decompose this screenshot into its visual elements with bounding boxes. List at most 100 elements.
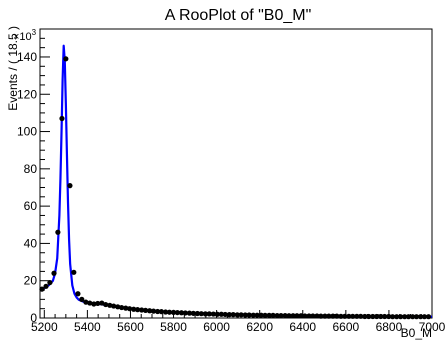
data-point [274, 312, 280, 319]
data-point [298, 313, 304, 319]
data-point [91, 301, 97, 307]
data-point [290, 313, 296, 319]
data-point [162, 309, 169, 315]
data-marker [230, 312, 236, 318]
data-marker [51, 270, 57, 276]
y-axis-exponent-base: ×10 [13, 31, 32, 43]
data-marker [402, 314, 408, 320]
data-point [326, 313, 332, 319]
data-marker [115, 304, 121, 310]
data-point [166, 309, 173, 315]
data-point [413, 314, 420, 320]
data-point [405, 314, 412, 320]
data-point [386, 313, 392, 320]
data-marker [258, 312, 264, 318]
data-marker [362, 313, 368, 320]
data-marker [103, 301, 109, 308]
data-point [362, 313, 368, 320]
y-tick-label: 80 [24, 162, 38, 176]
data-marker [218, 311, 224, 317]
data-point [234, 312, 240, 318]
data-marker [314, 313, 320, 319]
data-marker [194, 310, 201, 317]
data-point [318, 313, 324, 319]
y-axis-ticks: 0 20 40 60 80 100 120 140 [17, 28, 50, 325]
fit-curve [39, 44, 433, 318]
data-marker [282, 312, 288, 319]
data-marker [150, 308, 157, 314]
data-marker [59, 115, 65, 122]
data-marker [382, 313, 388, 320]
data-marker [290, 313, 296, 319]
data-point [178, 310, 185, 316]
data-marker [142, 307, 149, 313]
y-tick-label: 20 [24, 274, 38, 288]
data-point [119, 304, 125, 311]
fit-curve-layer [39, 44, 433, 318]
data-point [186, 310, 193, 316]
data-point [282, 312, 288, 319]
data-marker [158, 309, 165, 315]
data-marker [234, 312, 240, 318]
data-points-layer [39, 56, 432, 320]
data-point [111, 303, 117, 309]
data-marker [421, 314, 428, 320]
data-marker [127, 306, 133, 312]
x-tick-label: 5800 [160, 320, 187, 334]
data-marker [405, 314, 412, 320]
data-point [218, 311, 224, 317]
data-point [210, 311, 216, 317]
x-tick-label: 5400 [74, 320, 101, 334]
y-tick-label: 60 [24, 199, 38, 213]
data-point [246, 312, 252, 318]
data-marker [250, 312, 256, 318]
data-marker [83, 299, 89, 305]
data-point [55, 229, 61, 235]
data-marker [366, 313, 372, 320]
data-marker [334, 313, 340, 319]
data-point [127, 306, 133, 312]
y-tick-label: 120 [17, 87, 37, 101]
data-point [47, 279, 53, 286]
data-point [194, 310, 201, 317]
data-marker [147, 308, 153, 314]
data-marker [394, 314, 400, 320]
data-marker [389, 314, 396, 320]
data-point [87, 300, 93, 306]
data-point [155, 308, 161, 315]
data-point [222, 311, 228, 318]
data-point [374, 313, 380, 320]
data-point [123, 305, 129, 311]
x-tick-label: 6000 [203, 320, 230, 334]
data-marker [119, 304, 125, 311]
data-point [394, 314, 400, 320]
data-marker [75, 291, 81, 297]
plot-frame [39, 28, 433, 319]
data-point [230, 312, 236, 318]
data-marker [298, 313, 304, 319]
data-point [254, 312, 260, 318]
data-marker [91, 301, 97, 307]
data-point [71, 269, 77, 275]
data-point [39, 286, 45, 292]
data-marker [386, 313, 392, 320]
x-tick-label: 5200 [31, 320, 58, 334]
data-marker [378, 313, 384, 320]
data-point [358, 313, 364, 319]
data-marker [350, 313, 356, 319]
data-marker [342, 313, 348, 319]
data-point [266, 312, 272, 318]
data-marker [242, 312, 248, 318]
data-point [366, 313, 372, 320]
data-point [278, 312, 284, 319]
data-point [286, 313, 292, 319]
data-point [354, 313, 360, 319]
data-point [158, 309, 165, 315]
data-point [382, 313, 388, 320]
data-marker [318, 313, 324, 319]
data-point [226, 312, 232, 318]
data-point [421, 314, 428, 320]
data-marker [43, 283, 49, 289]
data-marker [190, 310, 196, 316]
data-marker [210, 311, 216, 317]
